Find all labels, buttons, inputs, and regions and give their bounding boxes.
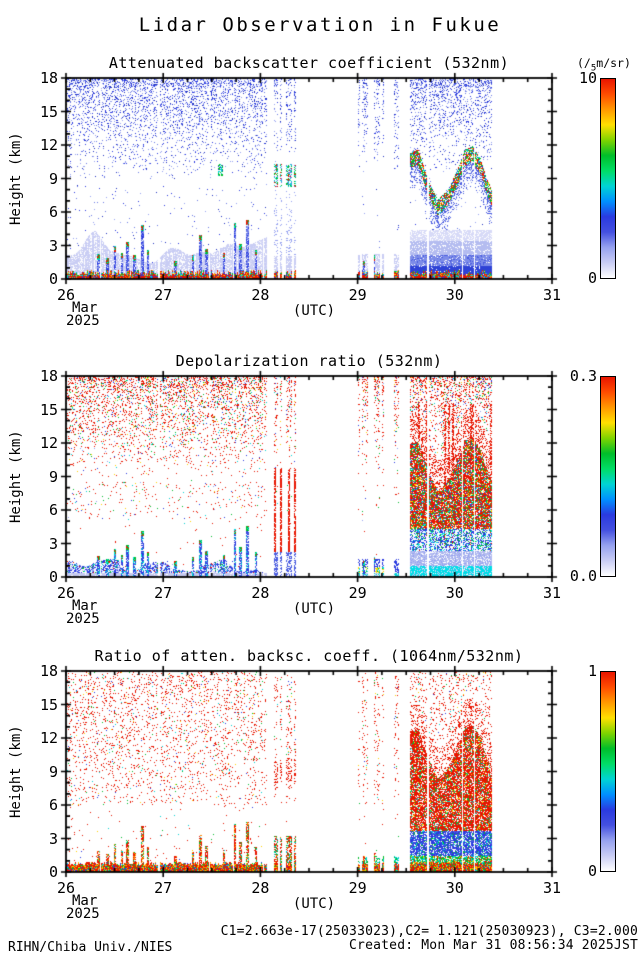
y-tick-label: 12: [39, 729, 58, 747]
y-tick-label: 15: [39, 400, 58, 419]
heatmap-plot: [56, 665, 566, 882]
colorbar-min-label: 0.0: [569, 567, 597, 585]
colorbar-unit-label: (/5m/sr): [577, 56, 631, 74]
y-tick-label: 3: [48, 829, 58, 848]
x-axis-year-label: 2025: [66, 611, 100, 627]
calibration-constants: C1=2.663e-17(25033023),C2= 1.121(2503092…: [220, 924, 638, 939]
x-tick-label: 26: [56, 286, 76, 304]
y-tick-label: 18: [39, 662, 58, 680]
colorbar: [600, 671, 616, 872]
x-axis-utc-label: (UTC): [292, 303, 336, 319]
y-tick-label: 0: [48, 270, 58, 288]
institution-credit: RIHN/Chiba Univ./NIES: [8, 940, 173, 955]
y-tick-label: 15: [39, 102, 58, 121]
x-tick-label: 26: [56, 879, 76, 897]
y-tick-label: 6: [48, 203, 58, 221]
axis-tick-labels: 0 3 6 9 12 15 18 26 27 28 29 30 31: [0, 346, 640, 646]
y-tick-label: 9: [48, 169, 58, 188]
colorbar-min-label: 0: [587, 269, 597, 287]
colorbar: [600, 376, 616, 577]
x-tick-label: 30: [445, 286, 464, 304]
x-axis-month-label: Mar: [72, 893, 98, 909]
y-tick-label: 0: [48, 863, 58, 881]
x-axis-month-label: Mar: [72, 598, 98, 614]
colorbar-max-label: 10: [578, 69, 597, 87]
y-tick-label: 3: [48, 534, 58, 553]
x-tick-label: 30: [445, 879, 464, 897]
colorbar-max-label: 1: [587, 662, 597, 680]
x-tick-label: 31: [542, 286, 562, 304]
panel-color-ratio: Ratio of atten. backsc. coeff. (1064nm/5…: [0, 641, 640, 941]
y-tick-label: 6: [48, 796, 58, 814]
colorbar: [600, 78, 616, 279]
panel-title: Depolarization ratio (532nm): [175, 352, 443, 370]
y-tick-label: 12: [39, 434, 58, 452]
x-tick-label: 27: [154, 584, 173, 602]
panel-backscatter: Attenuated backscatter coefficient (532n…: [0, 48, 640, 348]
x-axis-year-label: 2025: [66, 906, 100, 922]
created-timestamp: Created: Mon Mar 31 08:56:34 2025JST: [349, 938, 638, 953]
x-tick-label: 26: [56, 584, 76, 602]
y-tick-label: 18: [39, 69, 58, 87]
panel-title: Ratio of atten. backsc. coeff. (1064nm/5…: [94, 647, 524, 665]
x-tick-label: 28: [251, 286, 270, 304]
panel-title: Attenuated backscatter coefficient (532n…: [108, 54, 510, 72]
x-tick-label: 29: [348, 879, 367, 897]
x-axis-utc-label: (UTC): [292, 601, 336, 617]
x-tick-label: 27: [154, 286, 173, 304]
y-tick-label: 18: [39, 367, 58, 385]
colorbar-max-label: 0.3: [569, 367, 597, 385]
colorbar-min-label: 0: [587, 862, 597, 880]
y-tick-label: 12: [39, 136, 58, 154]
y-tick-label: 9: [48, 762, 58, 781]
y-tick-label: 9: [48, 467, 58, 486]
axis-tick-labels: 0 3 6 9 12 15 18 26 27 28 29 30 31: [0, 48, 640, 348]
y-tick-label: 3: [48, 236, 58, 255]
x-axis-month-label: Mar: [72, 300, 98, 316]
axis-tick-labels: 0 3 6 9 12 15 18 26 27 28 29 30 31: [0, 641, 640, 941]
panel-depolarization: Depolarization ratio (532nm) Height (km)…: [0, 346, 640, 646]
y-tick-label: 6: [48, 501, 58, 519]
x-axis-utc-label: (UTC): [292, 896, 336, 912]
x-tick-label: 30: [445, 584, 464, 602]
x-tick-label: 27: [154, 879, 173, 897]
x-tick-label: 28: [251, 584, 270, 602]
page-title: Lidar Observation in Fukue: [138, 14, 502, 36]
x-axis-year-label: 2025: [66, 313, 100, 329]
y-tick-label: 0: [48, 568, 58, 586]
heatmap-plot: [56, 370, 566, 587]
y-tick-label: 15: [39, 695, 58, 714]
x-tick-label: 29: [348, 286, 367, 304]
x-tick-label: 31: [542, 879, 562, 897]
x-tick-label: 28: [251, 879, 270, 897]
x-tick-label: 31: [542, 584, 562, 602]
heatmap-plot: [56, 72, 566, 289]
x-tick-label: 29: [348, 584, 367, 602]
